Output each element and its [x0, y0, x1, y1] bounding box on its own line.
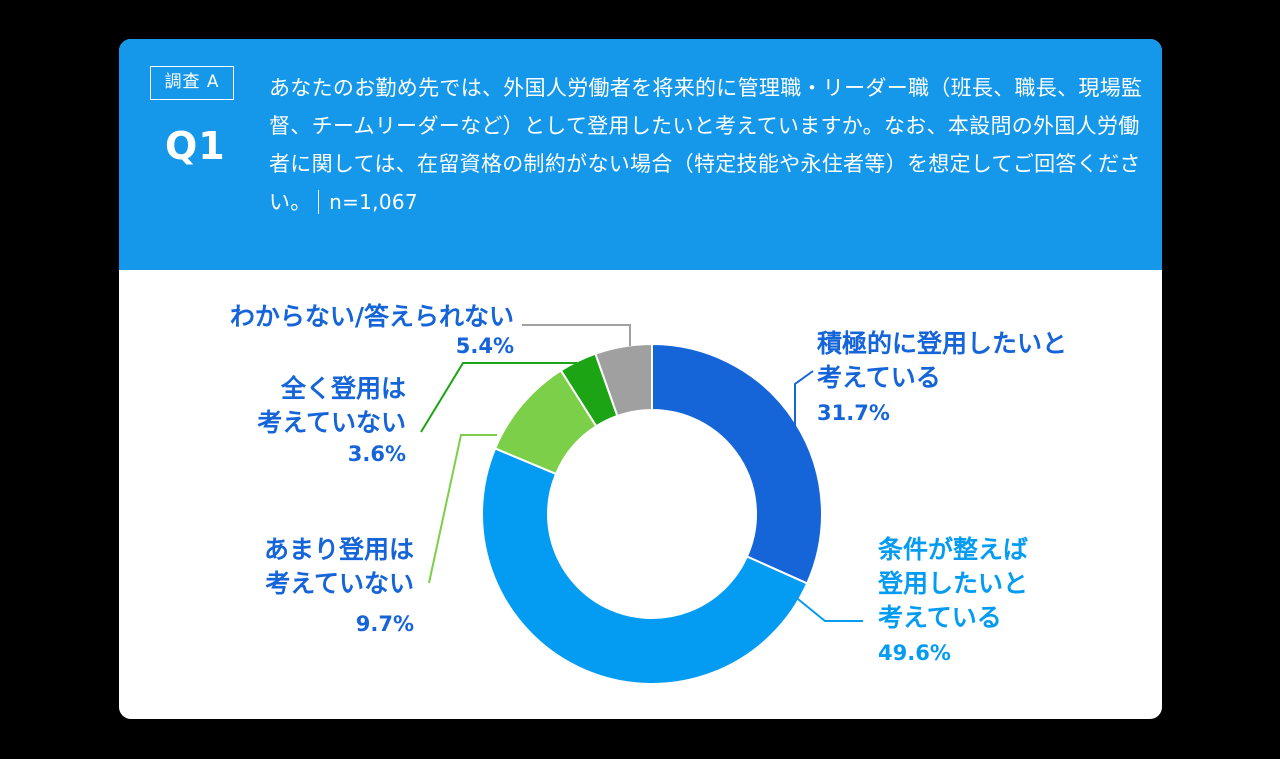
question-block: あなたのお勤め先では、外国人労働者を将来的に管理職・リーダー職（班長、職長、現場…: [269, 69, 1149, 221]
separator: [317, 190, 320, 214]
question-text: あなたのお勤め先では、外国人労働者を将来的に管理職・リーダー職（班長、職長、現場…: [269, 76, 1143, 214]
slice-value-label: 3.6%: [348, 442, 406, 466]
slice-value-label: 5.4%: [456, 334, 514, 358]
survey-tag: 調査 A: [150, 66, 234, 100]
slice-label: 積極的に登用したいと: [817, 329, 1067, 358]
slice-label: 考えていない: [265, 569, 414, 598]
question-number: Q1: [165, 124, 226, 168]
slice-label: あまり登用は: [264, 535, 414, 564]
slice-label: 考えていない: [257, 408, 406, 437]
slice-value-label: 9.7%: [356, 612, 414, 636]
slice-value-label: 49.6%: [878, 641, 951, 665]
donut-slices: [481, 342, 823, 685]
slice-label: 全く登用は: [280, 374, 406, 403]
donut-chart: 積極的に登用したいと考えている31.7%条件が整えば登用したいと考えている49.…: [230, 302, 1067, 685]
question-header: 調査 A Q1 あなたのお勤め先では、外国人労働者を将来的に管理職・リーダー職（…: [119, 39, 1162, 270]
donut-slice: [651, 342, 823, 585]
survey-card: 調査 A Q1 あなたのお勤め先では、外国人労働者を将来的に管理職・リーダー職（…: [119, 39, 1162, 719]
slice-label: 考えている: [878, 603, 1002, 632]
donut-slice: [481, 447, 809, 685]
slice-label: 条件が整えば: [878, 535, 1028, 564]
slice-label: 登用したいと: [877, 569, 1028, 598]
donut-slice: [594, 342, 653, 418]
slice-label: 考えている: [817, 363, 941, 392]
slice-labels: 積極的に登用したいと考えている31.7%条件が整えば登用したいと考えている49.…: [230, 302, 1067, 665]
sample-size: n=1,067: [329, 190, 418, 214]
slice-label: わからない/答えられない: [230, 302, 514, 331]
leader-line: [428, 434, 497, 584]
leader-line: [792, 594, 863, 622]
slice-value-label: 31.7%: [817, 401, 890, 425]
leader-line: [794, 370, 814, 469]
leader-line: [420, 362, 577, 433]
leader-lines: [420, 324, 863, 622]
leader-line: [522, 324, 631, 346]
